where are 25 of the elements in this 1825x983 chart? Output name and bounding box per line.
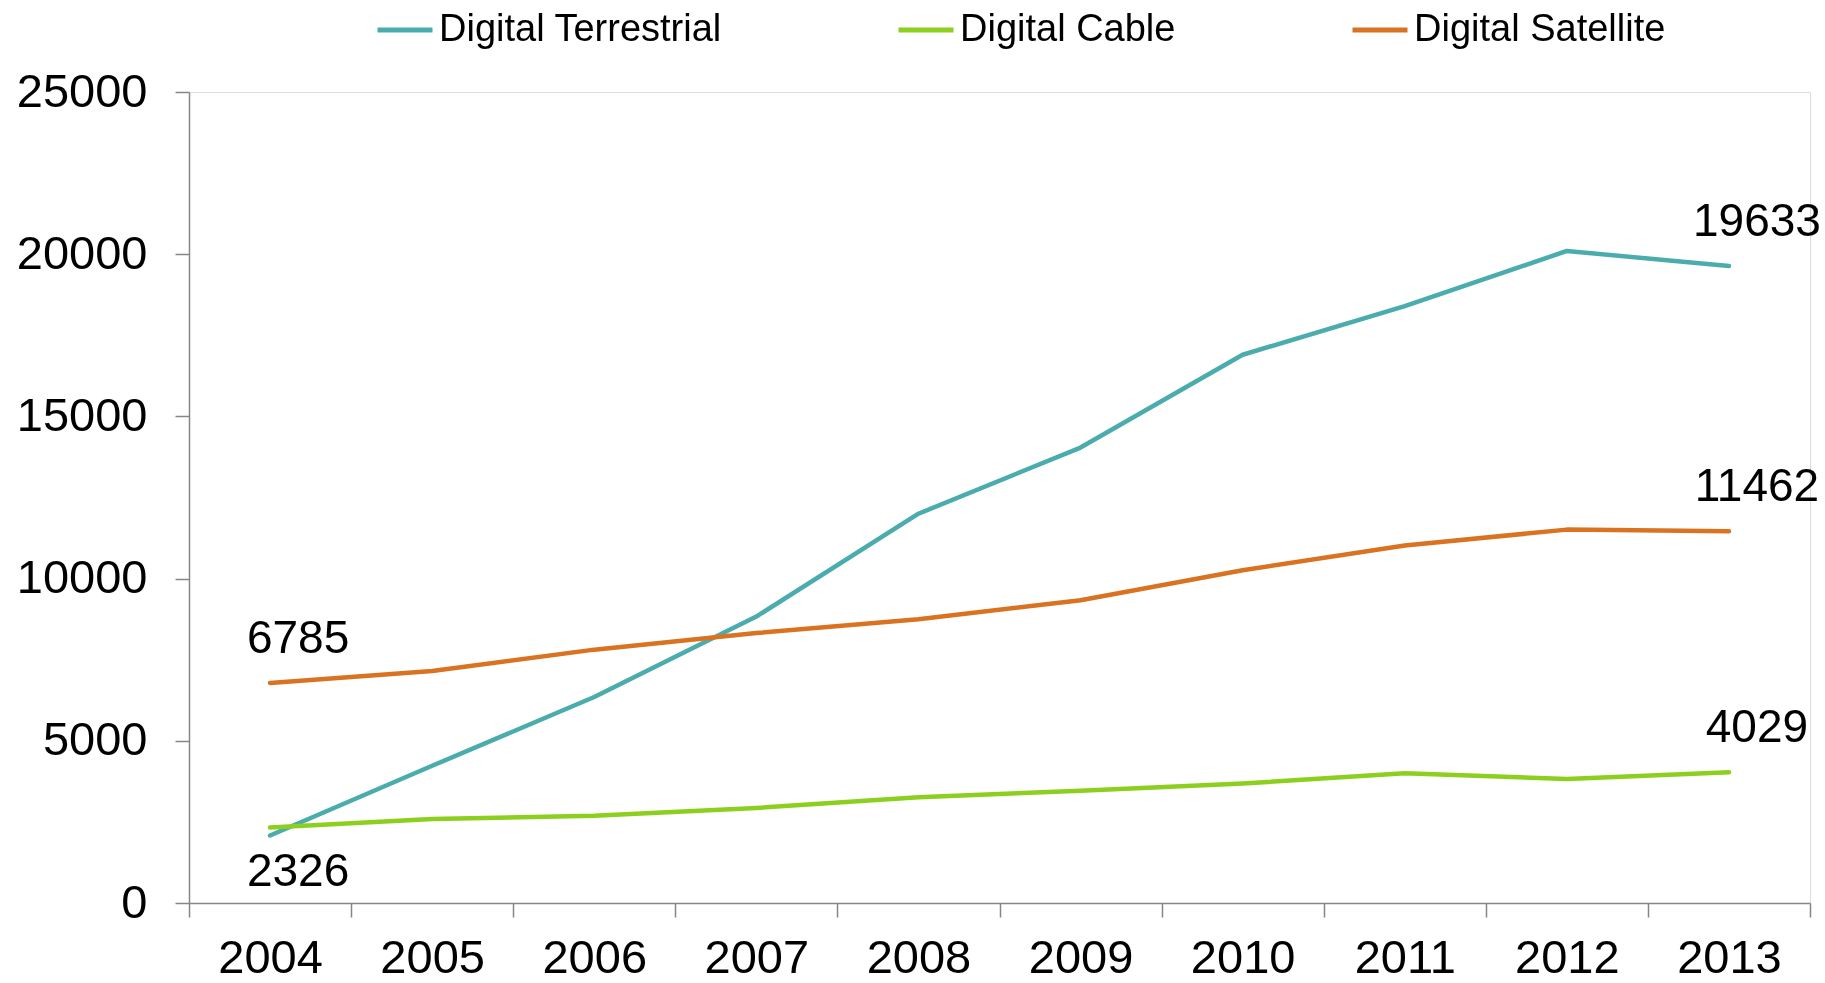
y-tick-label: 20000 bbox=[16, 225, 148, 279]
x-tick-label: 2007 bbox=[704, 929, 810, 983]
x-tick-label: 2009 bbox=[1028, 929, 1134, 983]
x-tick-label: 2006 bbox=[542, 929, 648, 983]
x-tick-label: 2005 bbox=[380, 929, 485, 983]
legend-label: Digital Cable bbox=[960, 7, 1176, 49]
y-tick-label: 5000 bbox=[42, 712, 148, 766]
x-tick-label: 2013 bbox=[1677, 929, 1782, 983]
y-tick-label: 0 bbox=[121, 874, 148, 928]
x-tick-label: 2004 bbox=[218, 929, 323, 983]
x-tick-label: 2010 bbox=[1190, 929, 1296, 983]
legend-label: Digital Terrestrial bbox=[439, 7, 722, 49]
data-label: 19633 bbox=[1692, 194, 1821, 247]
y-tick-label: 15000 bbox=[16, 387, 148, 441]
data-label: 2326 bbox=[246, 843, 350, 896]
data-label: 6785 bbox=[246, 610, 350, 663]
data-label: 4029 bbox=[1705, 700, 1809, 753]
x-tick-label: 2011 bbox=[1354, 929, 1456, 983]
legend-label: Digital Satellite bbox=[1414, 7, 1666, 49]
y-tick-label: 10000 bbox=[16, 550, 148, 604]
x-tick-label: 2012 bbox=[1515, 929, 1620, 983]
data-label: 11462 bbox=[1694, 459, 1820, 512]
x-tick-label: 2008 bbox=[866, 929, 972, 983]
line-series bbox=[267, 770, 1732, 830]
y-tick-label: 25000 bbox=[16, 63, 148, 117]
